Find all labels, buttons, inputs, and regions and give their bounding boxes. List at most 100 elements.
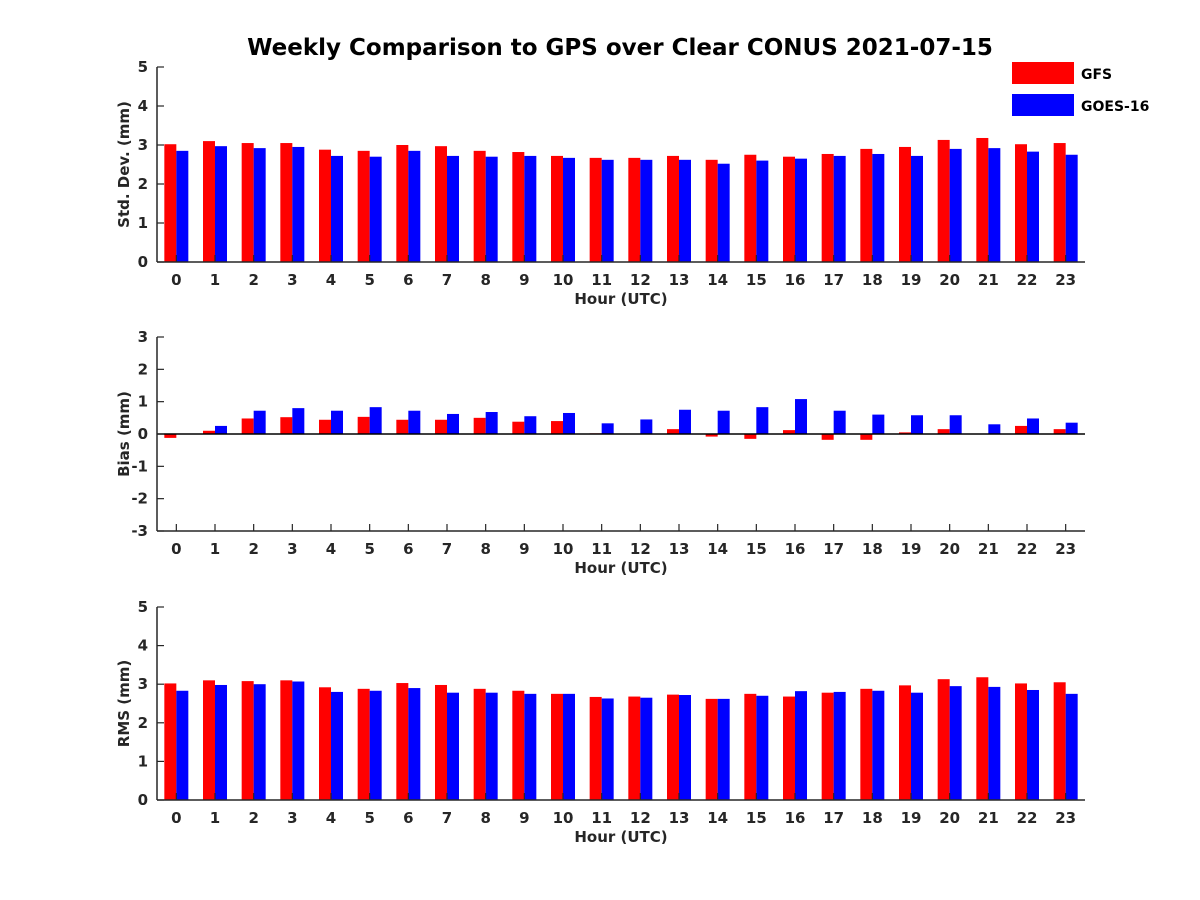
bar-gfs-hour-12: [628, 696, 641, 800]
x-tick-label: 2: [248, 271, 258, 289]
bar-gfs-hour-7: [435, 146, 447, 262]
x-tick-label: 8: [480, 809, 490, 827]
x-tick-label: 0: [171, 809, 181, 827]
bar-goes16-hour-6: [408, 688, 421, 800]
x-tick-label: 20: [939, 809, 960, 827]
bar-gfs-hour-5: [357, 150, 370, 262]
bar-gfs-hour-1: [203, 680, 215, 800]
std-dev-y-axis-label: Std. Dev. (mm): [115, 101, 133, 228]
bar-goes16-hour-22: [1027, 151, 1039, 262]
bar-goes16-hour-14: [717, 410, 730, 434]
x-tick-label: 14: [707, 540, 728, 558]
bar-goes16-hour-1: [215, 684, 227, 800]
x-tick-label: 11: [591, 540, 612, 558]
y-tick-label: 2: [138, 360, 148, 378]
y-tick-label: 2: [138, 714, 148, 732]
x-tick-label: 6: [403, 271, 413, 289]
bar-goes16-hour-21: [988, 424, 1001, 434]
y-tick-label: 1: [138, 752, 148, 770]
bar-goes16-hour-5: [369, 156, 382, 262]
rms-y-axis-label: RMS (mm): [115, 660, 133, 747]
x-tick-label: 23: [1055, 540, 1076, 558]
bar-goes16-hour-16: [795, 691, 807, 800]
bar-gfs-hour-6: [396, 419, 409, 434]
x-tick-label: 9: [519, 540, 529, 558]
bar-goes16-hour-3: [292, 146, 305, 262]
y-tick-label: -3: [131, 522, 148, 540]
bar-goes16-hour-15: [756, 407, 769, 434]
bar-goes16-hour-23: [1065, 693, 1078, 800]
bar-goes16-hour-19: [911, 155, 923, 262]
bar-gfs-hour-4: [319, 149, 331, 262]
bar-gfs-hour-13: [667, 694, 679, 800]
legend-swatch-goes16: [1012, 94, 1074, 116]
bar-goes16-hour-17: [833, 155, 846, 262]
bar-gfs-hour-22: [1015, 683, 1027, 800]
y-tick-label: 3: [138, 328, 148, 346]
bar-gfs-hour-5: [357, 416, 370, 434]
bar-gfs-hour-12: [628, 157, 641, 262]
bar-goes16-hour-5: [369, 407, 382, 434]
bar-gfs-hour-21: [976, 677, 989, 800]
bar-goes16-hour-1: [215, 146, 227, 262]
bar-gfs-hour-15: [744, 434, 757, 439]
x-tick-label: 2: [248, 540, 258, 558]
bar-goes16-hour-9: [524, 693, 537, 800]
bar-gfs-hour-10: [551, 155, 563, 262]
x-tick-label: 4: [326, 540, 336, 558]
x-tick-label: 15: [746, 540, 767, 558]
bar-goes16-hour-13: [679, 695, 691, 800]
bar-gfs-hour-9: [512, 421, 525, 434]
bar-gfs-hour-9: [512, 690, 525, 800]
bar-goes16-hour-19: [911, 692, 923, 800]
bar-gfs-hour-15: [744, 693, 757, 800]
bar-gfs-hour-0: [164, 434, 177, 438]
y-tick-label: -2: [131, 490, 148, 508]
bar-gfs-hour-15: [744, 154, 757, 262]
x-tick-label: 14: [707, 271, 728, 289]
bar-goes16-hour-21: [988, 148, 1001, 262]
x-tick-label: 4: [326, 271, 336, 289]
bar-goes16-hour-0: [176, 150, 189, 262]
bar-goes16-hour-9: [524, 155, 537, 262]
x-tick-label: 12: [630, 271, 651, 289]
x-tick-label: 17: [823, 540, 844, 558]
bar-gfs-hour-23: [1053, 682, 1066, 800]
x-tick-label: 8: [480, 540, 490, 558]
bar-goes16-hour-12: [640, 159, 653, 262]
bar-goes16-hour-13: [679, 159, 691, 262]
bias-x-axis-label: Hour (UTC): [574, 559, 667, 577]
bar-gfs-hour-14: [705, 698, 718, 800]
bar-gfs-hour-16: [783, 156, 795, 262]
bar-goes16-hour-1: [215, 425, 227, 434]
bar-goes16-hour-15: [756, 160, 769, 262]
x-tick-label: 1: [210, 540, 220, 558]
legend-label-gfs: GFS: [1081, 67, 1112, 83]
bar-goes16-hour-7: [447, 155, 459, 262]
bias-y-axis-label: Bias (mm): [115, 391, 133, 477]
bar-gfs-hour-16: [783, 696, 795, 800]
bar-gfs-hour-10: [551, 421, 563, 434]
x-tick-label: 10: [553, 809, 574, 827]
x-tick-label: 23: [1055, 271, 1076, 289]
bar-goes16-hour-22: [1027, 418, 1039, 434]
bar-gfs-hour-1: [203, 141, 215, 262]
bar-gfs-hour-11: [589, 157, 602, 262]
x-tick-label: 17: [823, 809, 844, 827]
x-tick-label: 7: [442, 809, 452, 827]
bar-gfs-hour-18: [860, 148, 873, 262]
bar-goes16-hour-16: [795, 399, 807, 434]
x-tick-label: 18: [862, 809, 883, 827]
bar-goes16-hour-19: [911, 415, 923, 434]
bar-goes16-hour-11: [601, 423, 614, 434]
x-tick-label: 19: [901, 271, 922, 289]
x-tick-label: 18: [862, 271, 883, 289]
x-tick-label: 21: [978, 271, 999, 289]
bar-goes16-hour-8: [485, 412, 498, 434]
x-tick-label: 3: [287, 271, 297, 289]
bar-gfs-hour-20: [937, 139, 950, 262]
bar-goes16-hour-7: [447, 413, 459, 434]
x-tick-label: 16: [785, 271, 806, 289]
x-tick-label: 22: [1017, 271, 1038, 289]
